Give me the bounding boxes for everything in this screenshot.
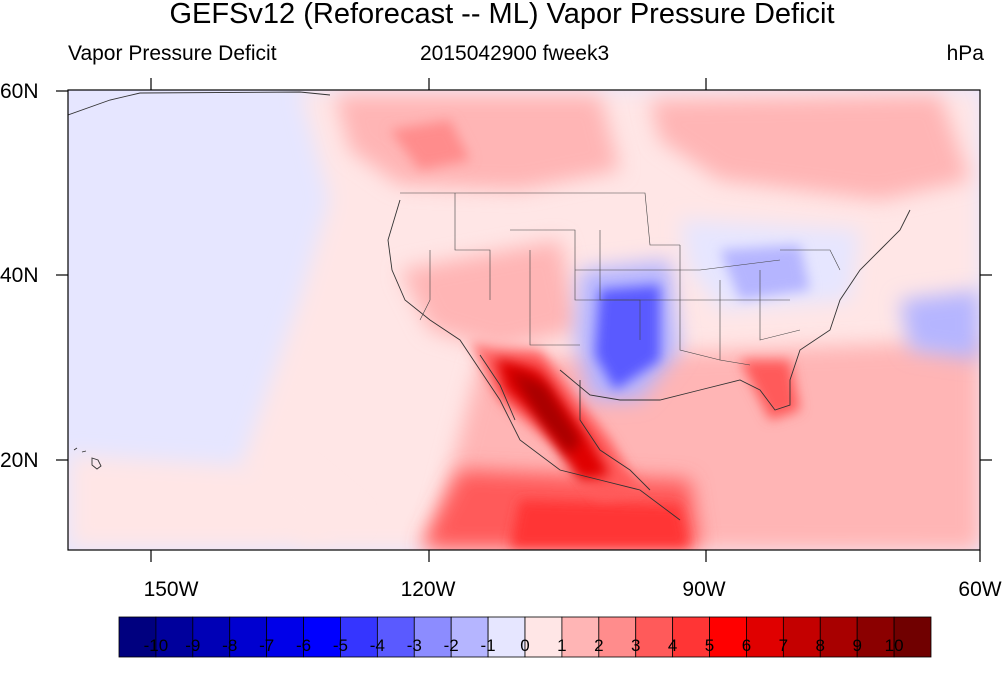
colorbar-box [118,616,157,658]
lon-label-150w: 150W [143,578,199,601]
colorbar-label: 10 [884,636,904,655]
colorbar-box [746,616,784,658]
lon-label-120w: 120W [400,578,456,601]
colorbar-label: 5 [704,636,715,655]
colorbar-label: -10 [143,636,169,655]
colorbar-box [229,616,268,658]
colorbar-box [155,616,194,658]
colorbar-label: 6 [741,636,752,655]
colorbar-box [856,616,895,658]
units-label: hPa [946,42,984,65]
colorbar-label: -9 [185,636,201,655]
field-florida [740,360,800,420]
colorbar-box [303,616,341,658]
coastlines [68,91,911,521]
colorbar-box [893,616,932,658]
colorbar-box [819,616,858,658]
colorbar-label: -8 [222,636,238,655]
lon-label-90w: 90W [682,578,726,601]
colorbar-label: -1 [480,636,496,655]
lat-label-20n: 20N [0,449,39,472]
field-texas-strong [595,285,660,390]
colorbar-label: 7 [778,636,789,655]
field-positive-weak-south [70,455,360,548]
colorbar-label: -2 [443,636,459,655]
map-title: GEFSv12 (Reforecast -- ML) Vapor Pressur… [169,0,835,30]
colorbar-box [450,616,489,658]
colorbar-label: 1 [557,636,567,655]
lat-label-40n: 40N [0,264,39,287]
forecast-date-label: 2015042900 fweek3 [420,42,610,65]
colorbar-label: 3 [630,636,641,655]
colorbar-label: -4 [369,636,385,655]
colorbar-label: -5 [332,636,349,655]
colorbar-box [672,616,710,658]
field-canada-west [335,95,620,190]
map-ticks [56,78,992,562]
field-canada-strong [390,120,470,170]
field-pacific-south-strong [510,500,690,548]
map-frame [67,89,981,551]
field-mexico-max [510,370,580,455]
colorbar-label: -3 [406,636,422,655]
colorbar-label: -6 [295,636,312,655]
colorbar-label: 2 [594,636,604,655]
colorbar-box [709,616,747,658]
field-canada-east [650,95,970,200]
lat-label-60n: 60N [0,80,39,103]
field-atlantic-negative [900,290,980,360]
state-boundaries [400,192,841,366]
lon-label-60w: 60W [958,578,1002,601]
variable-label: Vapor Pressure Deficit [68,42,277,65]
field-greatlakes-negative [720,245,810,300]
colorbar-box [192,616,231,658]
colorbar-label: 8 [815,636,825,655]
colorbar-label: 4 [667,636,678,655]
colorbar-label: 0 [520,636,530,655]
colorbar-box [376,616,415,658]
colorbar-box [524,616,563,658]
colorbar-box [782,616,821,658]
colorbar-box [635,616,674,658]
colorbar-label: -7 [259,636,275,655]
colorbar-label: 9 [852,636,862,655]
colorbar-box [413,616,452,658]
